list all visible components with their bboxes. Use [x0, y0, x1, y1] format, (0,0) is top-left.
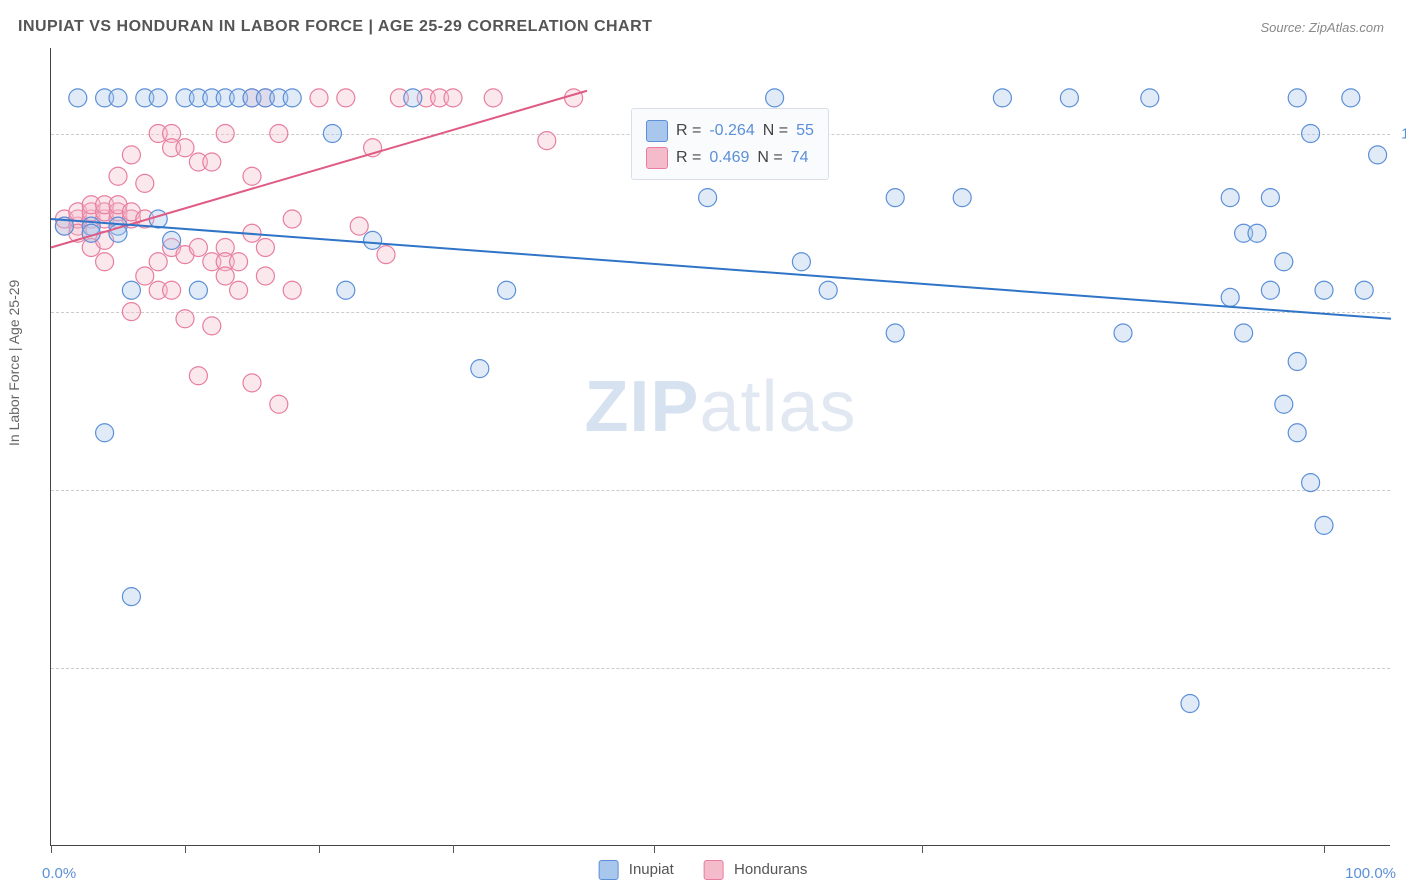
x-tick [654, 845, 655, 853]
x-tick [453, 845, 454, 853]
legend-label-hondurans: Hondurans [734, 861, 807, 878]
x-axis-max-label: 100.0% [1345, 865, 1396, 882]
legend-row-hondurans: R = 0.469 N = 74 [646, 144, 814, 171]
x-tick [922, 845, 923, 853]
y-axis-title: In Labor Force | Age 25-29 [6, 280, 22, 446]
legend-swatch-inupiat [646, 120, 668, 142]
source-name: ZipAtlas.com [1309, 20, 1384, 35]
legend-r-label: R = [676, 144, 701, 171]
grid-line [51, 490, 1390, 491]
y-tick-label: 100.0% [1401, 125, 1406, 142]
grid-line [51, 668, 1390, 669]
chart-title: INUPIAT VS HONDURAN IN LABOR FORCE | AGE… [18, 18, 652, 36]
source-prefix: Source: [1260, 20, 1308, 35]
watermark-atlas: atlas [699, 367, 856, 447]
legend-item-inupiat: Inupiat [599, 860, 674, 880]
legend-r-label: R = [676, 117, 701, 144]
source-attribution: Source: ZipAtlas.com [1260, 20, 1384, 35]
grid-line [51, 312, 1390, 313]
legend-n-value-hondurans: 74 [791, 144, 809, 171]
legend-r-value-hondurans: 0.469 [709, 144, 749, 171]
correlation-legend: R = -0.264 N = 55 R = 0.469 N = 74 [631, 108, 829, 180]
watermark: ZIPatlas [584, 366, 856, 448]
legend-n-label: N = [763, 117, 788, 144]
legend-n-value-inupiat: 55 [796, 117, 814, 144]
x-tick [319, 845, 320, 853]
plot-area: 25.0%50.0%75.0%100.0% ZIPatlas R = -0.26… [50, 48, 1390, 846]
legend-n-label: N = [757, 144, 782, 171]
x-tick [1324, 845, 1325, 853]
watermark-zip: ZIP [584, 367, 699, 447]
legend-swatch-hondurans [646, 147, 668, 169]
legend-r-value-inupiat: -0.264 [709, 117, 754, 144]
legend-swatch-hondurans-icon [704, 860, 724, 880]
legend-label-inupiat: Inupiat [629, 861, 674, 878]
x-tick [185, 845, 186, 853]
series-legend: Inupiat Hondurans [599, 860, 808, 880]
legend-swatch-inupiat-icon [599, 860, 619, 880]
x-axis-min-label: 0.0% [42, 865, 76, 882]
x-tick [51, 845, 52, 853]
chart-container: INUPIAT VS HONDURAN IN LABOR FORCE | AGE… [0, 0, 1406, 892]
legend-item-hondurans: Hondurans [704, 860, 808, 880]
legend-row-inupiat: R = -0.264 N = 55 [646, 117, 814, 144]
